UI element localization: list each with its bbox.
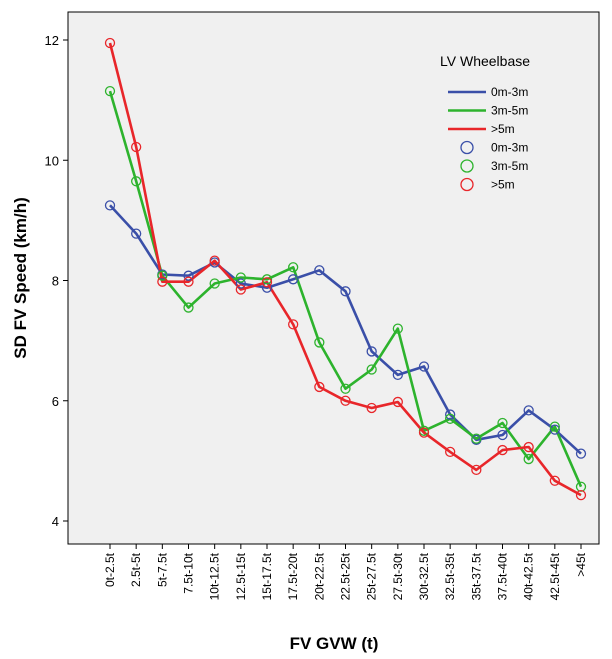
data-point (523, 405, 534, 416)
legend-label: >5m (491, 122, 515, 136)
data-point (104, 200, 116, 211)
data-point (549, 475, 560, 486)
data-point (497, 417, 508, 429)
data-point (575, 489, 587, 501)
legend-label: >5m (491, 178, 515, 192)
data-point (418, 361, 430, 372)
series-line (109, 204, 582, 455)
x-tick-label: 32.5t-35t (443, 552, 457, 600)
data-point (340, 383, 351, 394)
data-point (131, 176, 142, 187)
legend-label: 0m-3m (491, 141, 528, 155)
data-point (288, 319, 299, 330)
data-point (314, 381, 325, 393)
data-point (549, 421, 560, 432)
data-point (209, 255, 220, 266)
x-axis: 0t-2.5t 2.5t-5t 5t-7.5t 7.5t-10t 10t-12.5t 12… (103, 544, 588, 600)
data-point (340, 286, 351, 297)
legend-marker-swatch (460, 159, 474, 173)
data-point (497, 429, 508, 441)
data-point (549, 424, 560, 435)
y-axis-title: SD FV Speed (km/h) (11, 197, 30, 359)
series-markers (104, 37, 587, 501)
data-point (157, 276, 168, 287)
data-point (471, 464, 482, 476)
legend-label: 3m-5m (491, 104, 528, 118)
data-point (235, 284, 246, 295)
data-point (288, 262, 299, 273)
data-point (366, 402, 377, 414)
data-point (445, 446, 456, 458)
data-point (157, 270, 168, 281)
data-point (497, 444, 508, 456)
x-axis-title: FV GVW (t) (290, 634, 379, 653)
data-point (366, 364, 377, 375)
y-tick-label: 4 (52, 514, 59, 529)
y-tick-label: 12 (45, 33, 59, 48)
legend-label: 3m-5m (491, 159, 528, 173)
x-tick-label: 30t-32.5t (417, 552, 431, 600)
x-tick-label: 37.5t-40t (496, 552, 510, 600)
data-point (366, 346, 377, 357)
data-point (314, 265, 325, 276)
y-tick-label: 8 (52, 274, 59, 289)
data-point (104, 37, 116, 49)
x-tick-label: 15t-17.5t (260, 552, 274, 600)
data-point (288, 274, 299, 285)
data-point (235, 272, 246, 283)
data-point (340, 395, 351, 406)
data-point (131, 228, 142, 239)
data-point (445, 413, 456, 424)
legend-marker-swatch (460, 177, 474, 192)
data-point (235, 278, 246, 289)
data-point (392, 396, 403, 408)
x-tick-label: 35t-37.5t (469, 552, 483, 600)
x-tick-label: 10t-12.5t (208, 552, 222, 600)
legend: LV Wheelbase 0m-3m 3m-5m >5m 0m-3m 3m-5m >5m (440, 53, 530, 192)
x-tick-label: 25t-27.5t (365, 552, 379, 600)
y-tick-label: 10 (45, 153, 59, 168)
plot-area (67, 11, 600, 545)
data-point (392, 369, 403, 381)
data-point (131, 141, 142, 153)
data-point (261, 274, 273, 285)
x-tick-label: 12.5t-15t (234, 552, 248, 600)
legend-label: 0m-3m (491, 85, 528, 99)
data-point (183, 270, 194, 281)
y-tick-label: 6 (52, 394, 59, 409)
x-tick-label: 0t-2.5t (103, 552, 117, 587)
x-tick-label: 7.5t-10t (182, 552, 196, 593)
data-point (523, 453, 534, 465)
data-point (445, 409, 456, 420)
series-line (108, 42, 582, 497)
y-axis: 4 6 8 10 12 (45, 33, 68, 529)
data-point (183, 276, 194, 287)
series-line (108, 90, 583, 488)
x-tick-label: 17.5t-20t (286, 552, 300, 600)
x-tick-label: 20t-22.5t (312, 552, 326, 600)
x-tick-label: 2.5t-5t (129, 552, 143, 587)
data-point (209, 278, 220, 289)
data-point (392, 323, 403, 334)
x-tick-label: 42.5t-45t (548, 552, 562, 600)
series-lines (108, 42, 583, 497)
x-tick-label: 5t-7.5t (155, 552, 169, 587)
x-tick-label: 40t-42.5t (522, 552, 536, 600)
x-tick-label: >45t (574, 552, 588, 576)
data-point (104, 85, 116, 97)
data-point (261, 277, 273, 288)
data-point (183, 302, 194, 313)
legend-marker-swatch (460, 140, 474, 155)
x-tick-label: 27.5t-30t (391, 552, 405, 600)
x-tick-label: 22.5t-25t (339, 552, 353, 600)
data-point (471, 433, 482, 444)
legend-title: LV Wheelbase (440, 53, 530, 69)
data-point (523, 441, 534, 453)
data-point (314, 337, 325, 348)
data-point (575, 448, 587, 459)
data-point (418, 427, 430, 438)
